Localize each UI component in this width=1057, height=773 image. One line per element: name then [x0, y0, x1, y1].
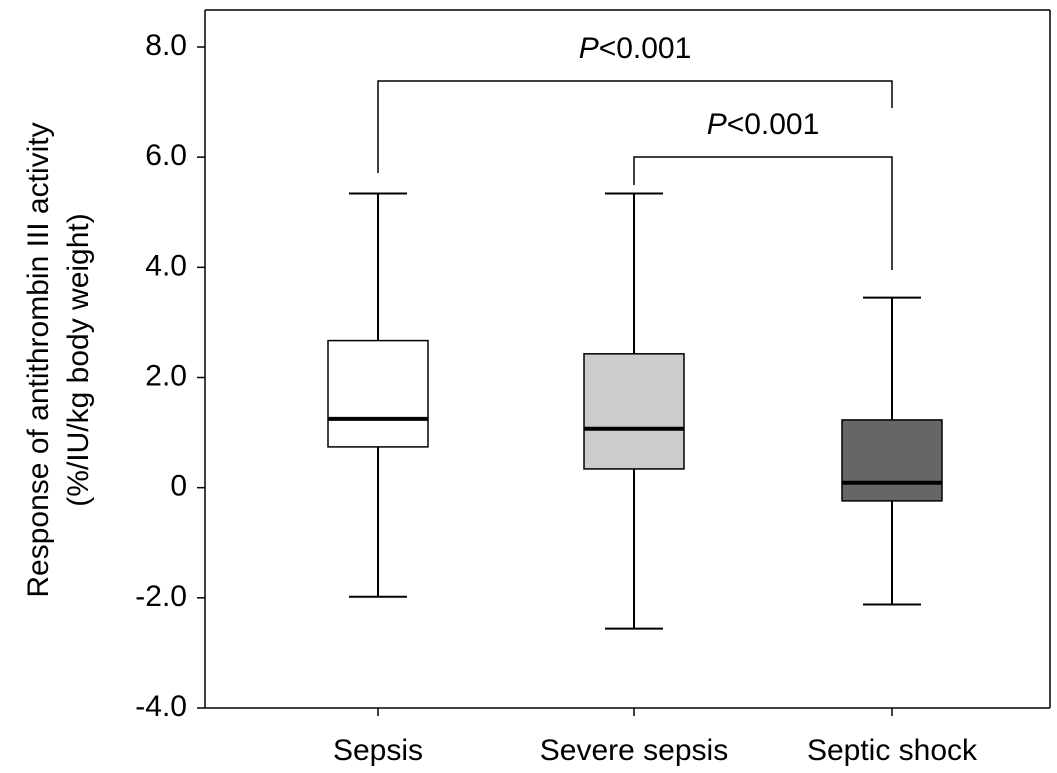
p-value-label: P<0.001 — [707, 108, 820, 141]
p-symbol: P — [707, 108, 727, 141]
significance-bracket — [377, 80, 893, 173]
x-tick-label: Sepsis — [333, 734, 423, 767]
y-axis-title-line: Response of antithrombin III activity — [22, 122, 55, 597]
box — [583, 353, 685, 470]
box — [327, 339, 429, 448]
y-tick-label: 0 — [170, 470, 187, 503]
y-tick-label: -2.0 — [135, 580, 187, 613]
p-text: <0.001 — [727, 108, 820, 141]
y-tick-label: 8.0 — [145, 29, 187, 62]
y-axis-title: Response of antithrombin III activity (%… — [22, 122, 95, 597]
y-tick-label: 6.0 — [145, 139, 187, 172]
x-tick-label: Septic shock — [807, 734, 978, 767]
x-tick-label: Severe sepsis — [540, 734, 728, 767]
y-tick-label: 4.0 — [145, 249, 187, 282]
y-tick-label: 2.0 — [145, 359, 187, 392]
box — [841, 419, 943, 502]
p-symbol: P — [579, 32, 599, 65]
significance-bracket — [633, 156, 893, 270]
p-text: <0.001 — [599, 32, 692, 65]
y-tick-label: -4.0 — [135, 690, 187, 723]
y-axis-title-line: (%/IU/kg body weight) — [62, 213, 95, 506]
p-value-label: P<0.001 — [579, 32, 692, 65]
